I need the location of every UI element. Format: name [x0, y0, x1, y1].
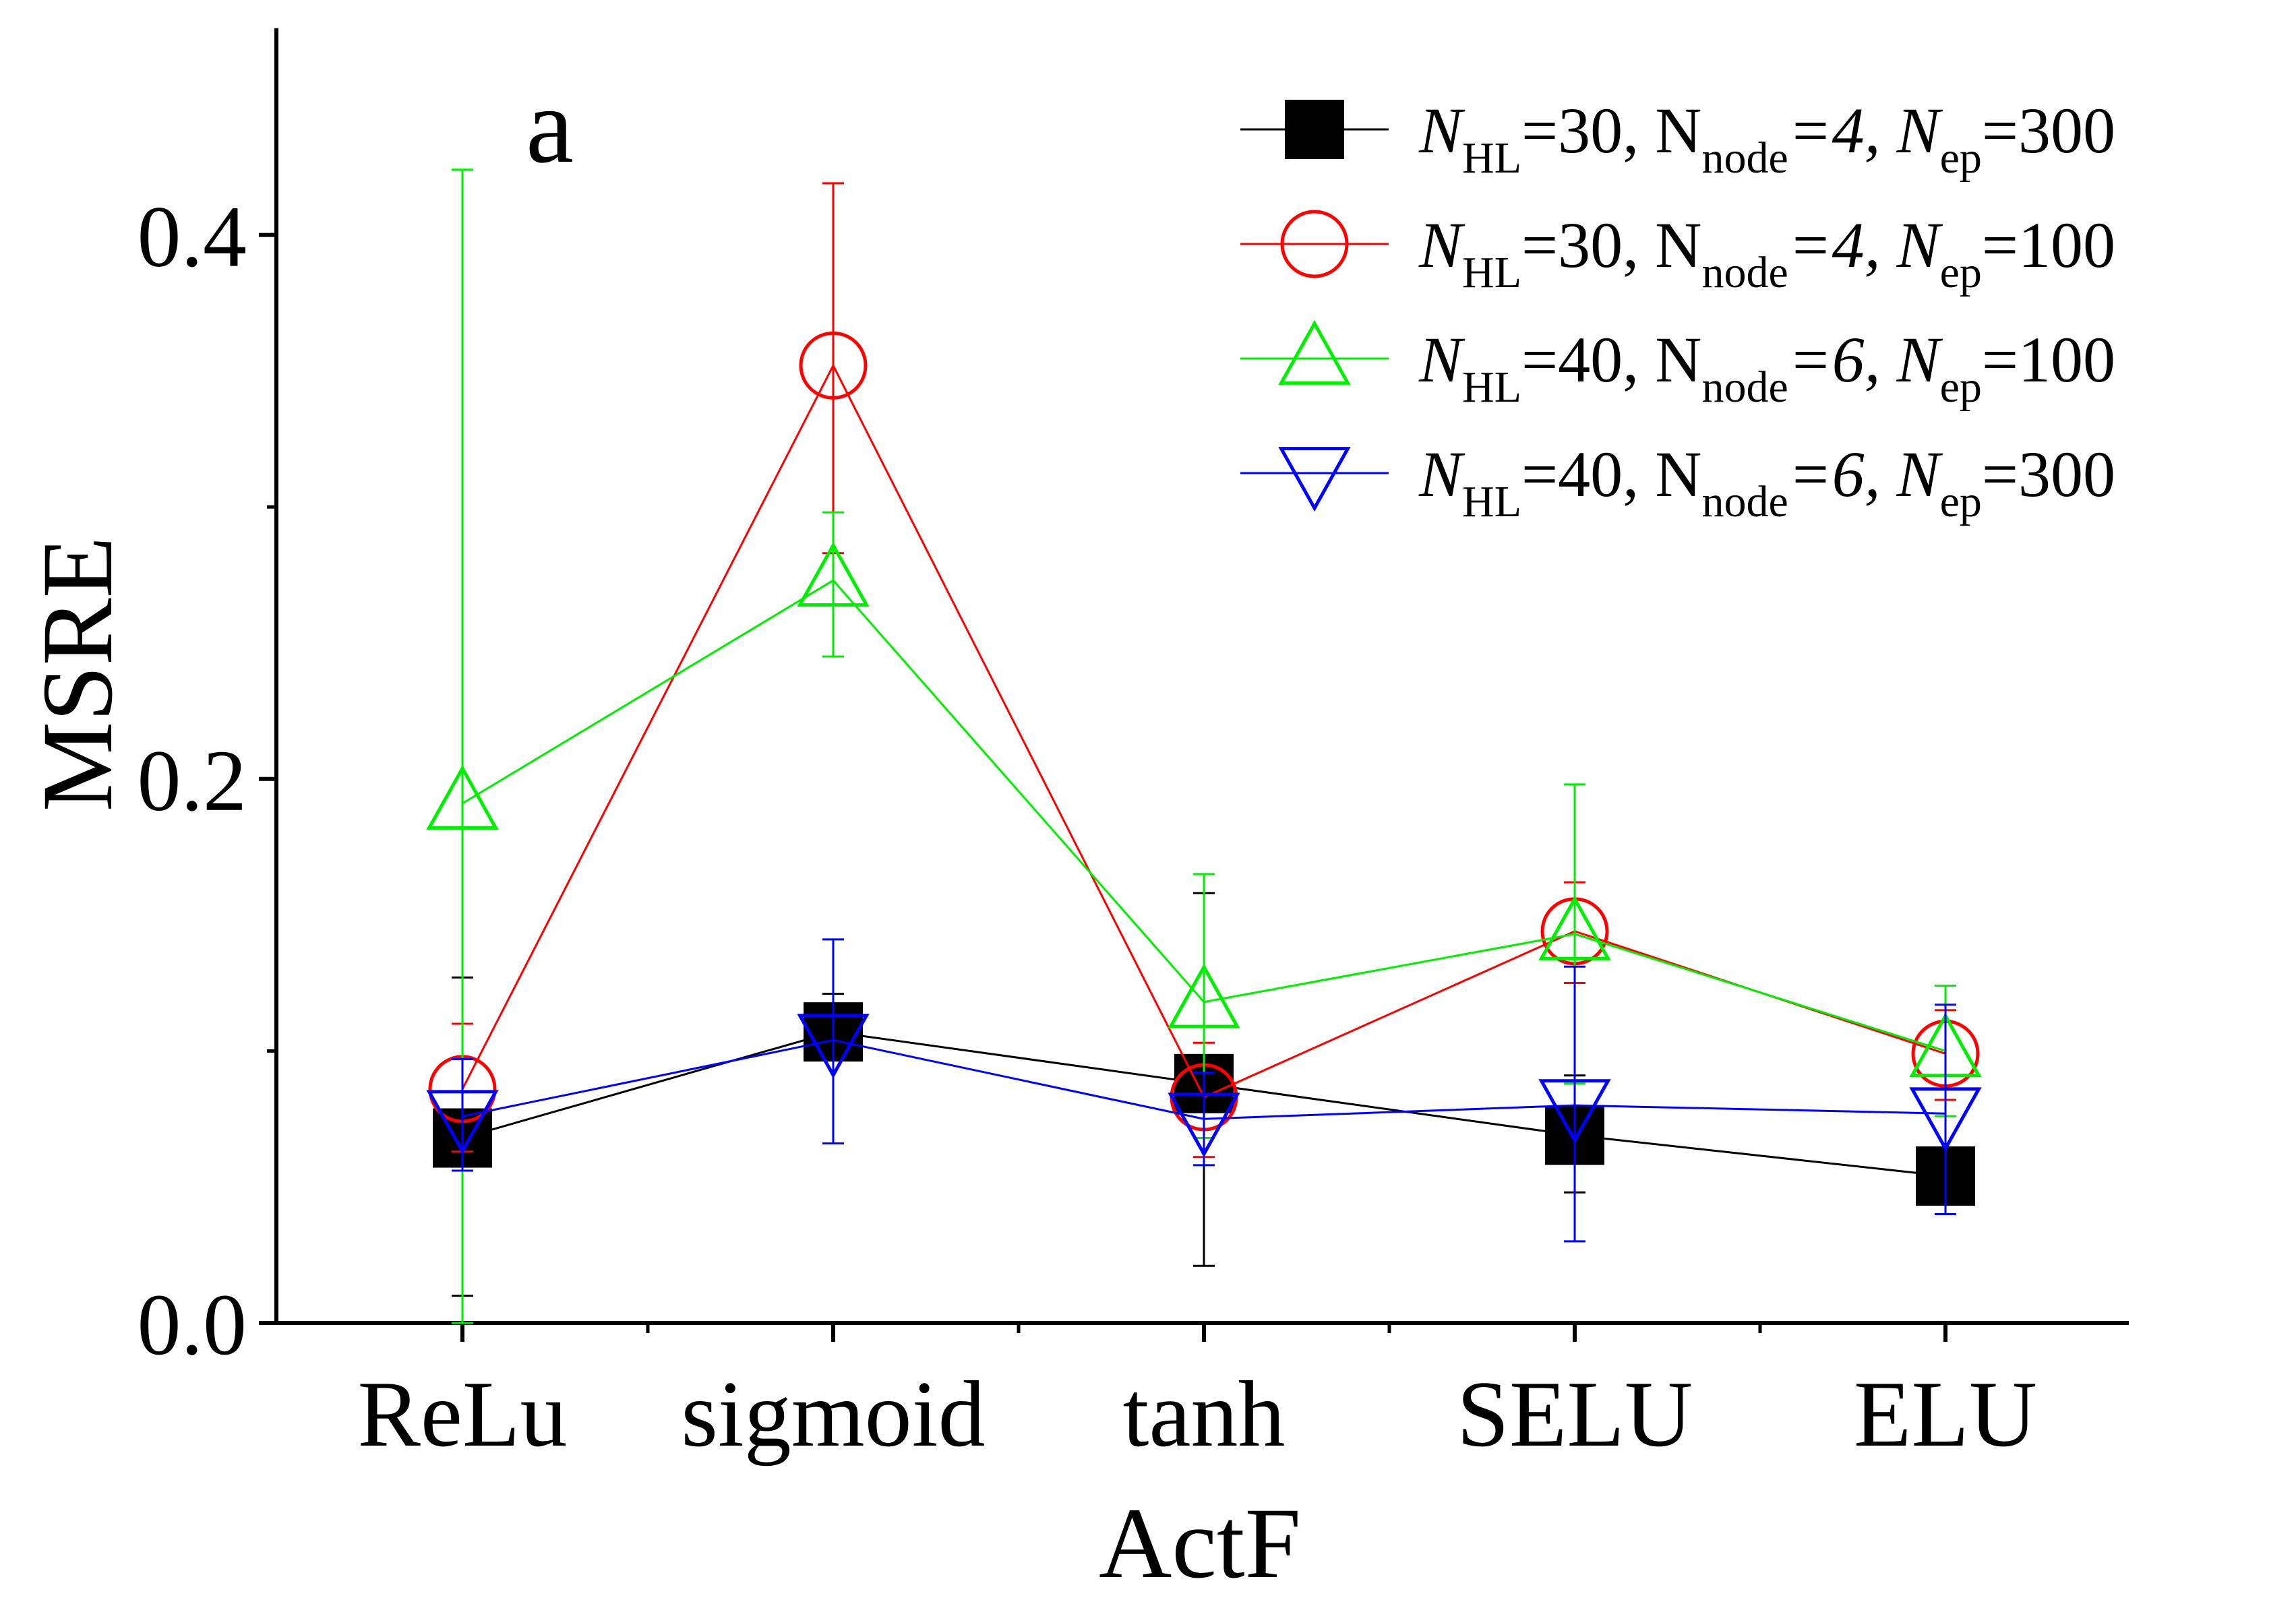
legend-subscript: HL	[1462, 363, 1521, 412]
legend-subscript: ep	[1940, 133, 1982, 183]
legend-entry-4: NHL=40, Nnode=6, Nep=300	[1240, 438, 2115, 526]
legend-text-part: =40, N	[1521, 323, 1701, 396]
legend-subscript: HL	[1462, 477, 1521, 526]
legend-text-part: N	[1418, 323, 1466, 396]
legend-entry-3: NHL=40, Nnode=6, Nep=100	[1240, 319, 2115, 412]
x-tick-label: ReLu	[357, 1362, 567, 1467]
x-tick-label: sigmoid	[681, 1362, 985, 1467]
data-point	[1909, 1087, 1982, 1152]
legend-text-part: =4, N	[1788, 209, 1943, 281]
legend-label: NHL=40, Nnode=6, Nep=100	[1418, 323, 2115, 412]
legend-text-part: =30, N	[1521, 209, 1701, 281]
legend-subscript: HL	[1462, 248, 1521, 297]
legend-text-part: N	[1418, 438, 1466, 510]
data-point	[426, 764, 499, 830]
data-point	[1168, 1092, 1240, 1158]
legend-text-part: =300	[1982, 94, 2115, 166]
legend-text-part: =40, N	[1521, 438, 1701, 510]
legend-marker	[1280, 210, 1349, 278]
panel-label: a	[526, 65, 574, 185]
y-tick-label: 0.2	[138, 733, 247, 830]
series-4	[426, 938, 1982, 1243]
ticks: 0.0 0.2 0.4 ReLu sigmoid tanh SELU ELU	[138, 189, 2038, 1467]
x-tick-label: ELU	[1854, 1362, 2037, 1467]
legend-subscript: ep	[1940, 477, 1982, 526]
legend-subscript: node	[1701, 248, 1788, 297]
y-tick-label: 0.4	[138, 189, 247, 286]
legend-text-part: =4, N	[1788, 94, 1943, 166]
x-tick-label: SELU	[1457, 1362, 1693, 1467]
legend-subscript: node	[1701, 477, 1788, 526]
legend-text-part: =300	[1982, 438, 2115, 510]
legend-subscript: HL	[1462, 133, 1521, 183]
legend-marker	[1278, 319, 1351, 385]
legend-label: NHL=30, Nnode=4, Nep=300	[1418, 94, 2115, 183]
legend-subscript: node	[1701, 363, 1788, 412]
data-point	[799, 331, 868, 400]
legend-subscript: node	[1701, 133, 1788, 183]
data-point	[797, 1014, 870, 1079]
legend-marker	[1285, 100, 1344, 159]
legend-subscript: ep	[1940, 363, 1982, 412]
legend-text-part: =6, N	[1788, 323, 1943, 396]
x-axis-title: ActF	[1099, 1487, 1301, 1599]
legend-text-part: N	[1418, 209, 1466, 281]
legend-text-part: =30, N	[1521, 94, 1701, 166]
data-point	[797, 542, 870, 607]
series-1	[433, 892, 1975, 1297]
data-point	[1538, 1079, 1611, 1144]
legend-entry-2: NHL=30, Nnode=4, Nep=100	[1240, 209, 2115, 297]
legend-label: NHL=30, Nnode=4, Nep=100	[1418, 209, 2115, 297]
legend-text-part: N	[1418, 94, 1466, 166]
legend-text-part: =100	[1982, 209, 2115, 281]
data-point	[1168, 963, 1240, 1028]
legend-label: NHL=40, Nnode=6, Nep=300	[1418, 438, 2115, 526]
data-point	[1538, 895, 1611, 960]
y-tick-label: 0.0	[138, 1276, 247, 1374]
legend-entry-1: NHL=30, Nnode=4, Nep=300	[1240, 94, 2115, 183]
y-axis-title: MSRE	[22, 536, 133, 811]
data-point	[426, 1090, 499, 1155]
legend-marker	[1278, 447, 1351, 512]
legend-subscript: ep	[1940, 248, 1982, 297]
axes	[274, 28, 2129, 1325]
legend-text-part: =6, N	[1788, 438, 1943, 510]
legend-text-part: =100	[1982, 323, 2115, 396]
series-plot	[426, 168, 1982, 1324]
x-tick-label: tanh	[1122, 1362, 1285, 1467]
